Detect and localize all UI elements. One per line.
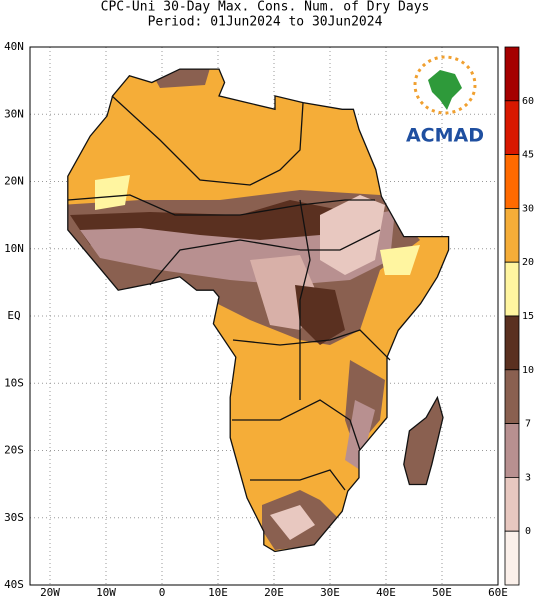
lat-label: 20S	[4, 444, 24, 457]
country-border	[250, 469, 346, 491]
colorbar-bin	[504, 423, 520, 478]
lon-label: 20W	[40, 586, 60, 599]
lat-label: 20N	[4, 175, 24, 188]
logo-sun	[413, 55, 477, 115]
lon-label: 60E	[488, 586, 508, 599]
colorbar-bin	[504, 315, 520, 371]
country-border	[232, 329, 391, 361]
field-zone	[150, 69, 210, 88]
colorbar-label: 60	[522, 96, 534, 107]
dry-day-field	[67, 69, 420, 550]
country-border	[67, 194, 375, 216]
field-zone	[295, 285, 345, 345]
madagascar	[403, 395, 444, 486]
colorbar-bin	[504, 207, 520, 263]
colorbar-label: 10	[522, 365, 534, 376]
field-zone	[80, 210, 395, 285]
colorbar-bin	[504, 100, 520, 156]
lat-label: 10S	[4, 376, 24, 389]
lat-label: EQ	[7, 309, 20, 322]
plot-frame	[29, 46, 499, 586]
lat-label: 30N	[4, 107, 24, 120]
colorbar-bin	[504, 530, 520, 586]
colorbar-label: 20	[522, 257, 534, 268]
colorbar-bin	[504, 261, 520, 317]
lon-label: 10W	[96, 586, 116, 599]
colorbar-bin	[504, 369, 520, 424]
title: CPC-Uni 30-Day Max. Cons. Num. of Dry Da…	[101, 0, 430, 15]
acmad-logo: ACMAD	[406, 55, 484, 147]
colorbar-label: 45	[522, 150, 534, 161]
colorbar-bin	[504, 46, 520, 102]
country-border	[111, 95, 304, 186]
colorbar-bin	[504, 476, 520, 532]
colorbar-bin	[504, 154, 520, 209]
field-zone	[345, 400, 375, 470]
lon-label: 40E	[376, 586, 396, 599]
colorbar-label: 0	[525, 526, 531, 537]
lon-label: 50E	[432, 586, 452, 599]
lat-label: 40S	[4, 578, 24, 591]
colorbar-label: 3	[525, 472, 531, 483]
country-border	[299, 199, 311, 400]
field-zone	[95, 175, 130, 210]
africa	[67, 68, 450, 553]
field-zone	[270, 505, 315, 540]
field-zone	[380, 245, 420, 275]
lat-label: 10N	[4, 242, 24, 255]
subtitle: Period: 01Jun2024 to 30Jun2024	[148, 15, 383, 30]
lon-label: 0	[159, 586, 166, 599]
colorbar-label: 30	[522, 203, 534, 214]
lon-label: 20E	[264, 586, 284, 599]
country-border	[149, 229, 381, 286]
lon-label: 10E	[208, 586, 228, 599]
colorbar-label: 15	[522, 311, 534, 322]
colorbar-label: 7	[525, 419, 531, 430]
lat-label: 40N	[4, 40, 24, 53]
lon-label: 30E	[320, 586, 340, 599]
field-zone	[320, 195, 385, 275]
logo-continent	[428, 70, 462, 110]
lat-label: 30S	[4, 511, 24, 524]
logo-text: ACMAD	[406, 125, 484, 147]
country-border	[232, 399, 361, 451]
